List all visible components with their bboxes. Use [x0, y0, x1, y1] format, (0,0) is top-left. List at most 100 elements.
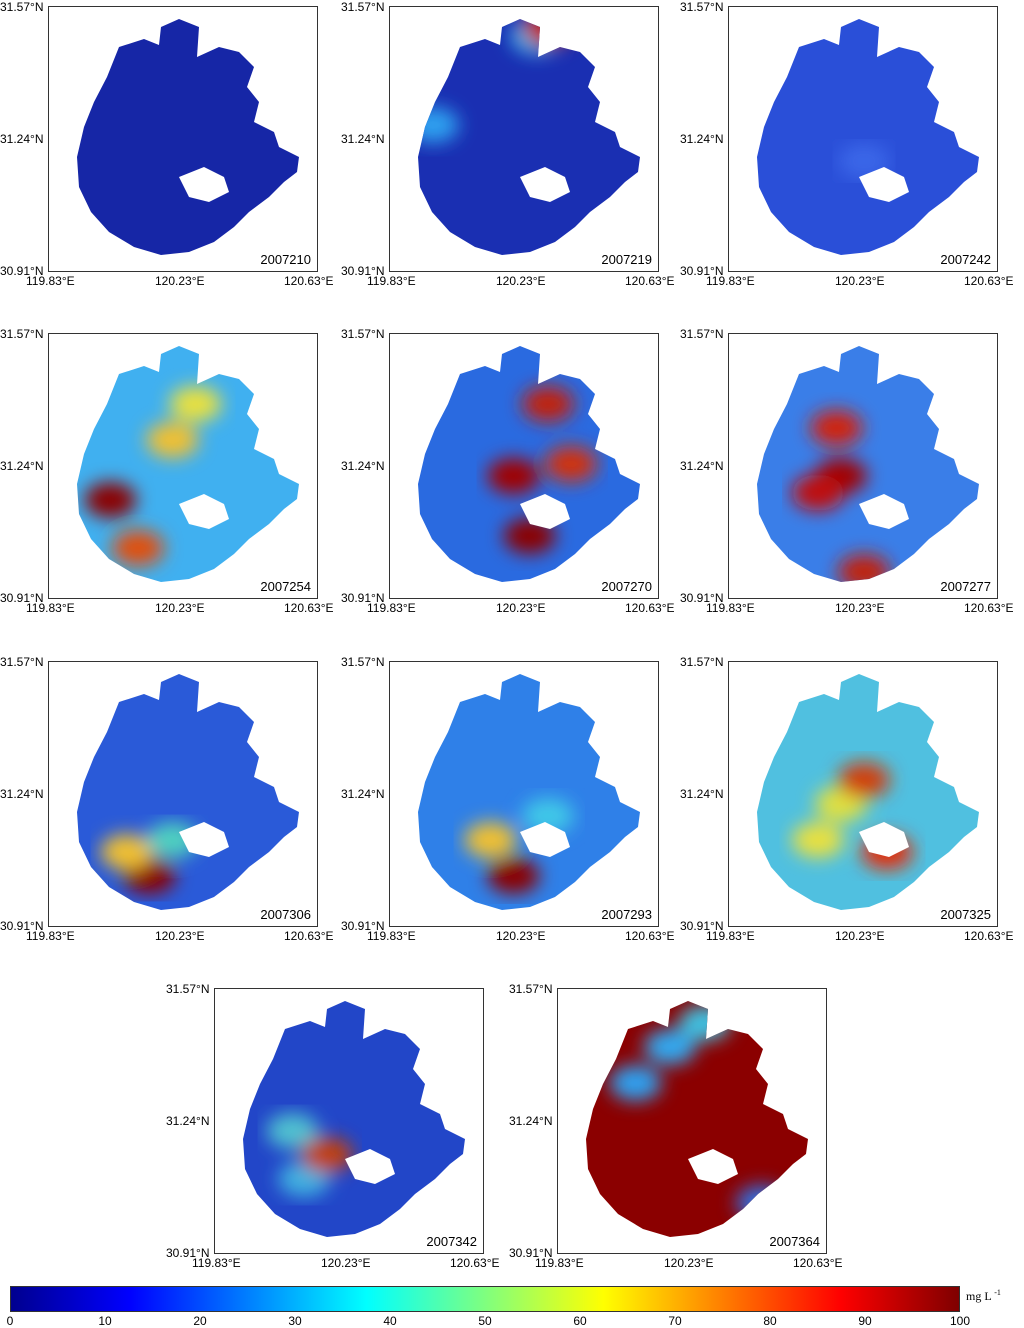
lat-label: 31.57°N [341, 327, 385, 341]
lake-base [77, 674, 299, 910]
map-panel-2007210: 2007210 [48, 6, 318, 272]
lon-label: 120.63°E [964, 601, 1014, 615]
lon-label: 120.63°E [625, 601, 675, 615]
panel-date-label: 2007293 [601, 907, 652, 922]
lat-label: 31.57°N [680, 327, 724, 341]
island [179, 822, 229, 857]
lat-label: 30.91°N [0, 591, 44, 605]
concentration-patch [301, 1137, 353, 1173]
concentration-patch [487, 858, 540, 894]
lon-label: 119.83°E [706, 274, 755, 288]
island [520, 167, 570, 202]
lat-label: 31.24°N [341, 787, 385, 801]
concentration-patch [609, 1065, 662, 1101]
lon-label: 120.63°E [964, 929, 1014, 943]
map-panel-2007325: 2007325 [728, 661, 998, 927]
map-panel-2007242: 2007242 [728, 6, 998, 272]
lon-label: 120.63°E [284, 929, 334, 943]
panel-date-label: 2007364 [769, 1234, 820, 1249]
lat-label: 30.91°N [509, 1246, 553, 1260]
lon-label: 120.23°E [664, 1256, 714, 1270]
lat-label: 31.24°N [680, 132, 724, 146]
concentration-patch [522, 386, 574, 422]
lat-label: 30.91°N [341, 919, 385, 933]
lake-base [757, 19, 979, 255]
map-panel-2007342: 2007342 [214, 988, 484, 1254]
lon-label: 120.63°E [625, 274, 675, 288]
lat-label: 30.91°N [680, 591, 724, 605]
concentration-patch [100, 834, 153, 870]
map-panel-2007293: 2007293 [389, 661, 659, 927]
lake-map [418, 19, 640, 255]
concentration-patch [678, 1005, 731, 1041]
lat-label: 31.24°N [0, 132, 44, 146]
lon-label: 120.23°E [155, 929, 205, 943]
lake-base [757, 346, 979, 582]
colorbar-tick: 50 [478, 1314, 492, 1328]
lon-label: 120.63°E [284, 601, 334, 615]
concentration-patch [792, 822, 844, 858]
colorbar [10, 1286, 960, 1312]
lat-label: 31.57°N [341, 0, 385, 14]
lat-label: 31.57°N [166, 982, 210, 996]
lat-label: 30.91°N [680, 264, 724, 278]
lake-base [77, 19, 299, 255]
colorbar-tick: 40 [383, 1314, 397, 1328]
lat-label: 30.91°N [0, 919, 44, 933]
island [179, 494, 229, 529]
lon-label: 120.23°E [835, 274, 885, 288]
island [859, 167, 909, 202]
concentration-patch [169, 386, 222, 422]
lake-base [418, 19, 640, 255]
concentration-patch [838, 762, 890, 798]
panel-date-label: 2007306 [260, 907, 311, 922]
panel-date-label: 2007270 [601, 579, 652, 594]
panel-date-label: 2007242 [940, 252, 991, 267]
lake-map [243, 1001, 465, 1237]
lake-map [418, 674, 640, 910]
map-panel-2007219: 2007219 [389, 6, 659, 272]
lon-label: 120.23°E [835, 929, 885, 943]
lake-map [77, 19, 299, 255]
lake-map [757, 346, 979, 582]
colorbar-tick: 100 [949, 1314, 971, 1328]
lon-label: 119.83°E [26, 601, 75, 615]
island [688, 1149, 738, 1184]
lake-map [586, 1001, 808, 1237]
island [345, 1149, 395, 1184]
concentration-patch [644, 1029, 696, 1065]
lon-label: 119.83°E [367, 601, 416, 615]
panel-date-label: 2007219 [601, 252, 652, 267]
lake-map [757, 674, 979, 910]
island [859, 822, 909, 857]
lon-label: 119.83°E [192, 1256, 241, 1270]
map-panel-2007364: 2007364 [557, 988, 827, 1254]
lat-label: 30.91°N [341, 264, 385, 278]
lon-label: 120.23°E [835, 601, 885, 615]
lake-map [418, 346, 640, 582]
lat-label: 30.91°N [680, 919, 724, 933]
panel-date-label: 2007254 [260, 579, 311, 594]
lake-base [586, 1001, 808, 1237]
lon-label: 120.23°E [321, 1256, 371, 1270]
lake-base [77, 346, 299, 582]
lat-label: 30.91°N [0, 264, 44, 278]
lon-label: 119.83°E [26, 274, 75, 288]
lon-label: 120.63°E [625, 929, 675, 943]
island [859, 494, 909, 529]
lat-label: 31.57°N [0, 0, 44, 14]
lake-map [77, 346, 299, 582]
colorbar-tick: 10 [98, 1314, 112, 1328]
concentration-patch [810, 410, 863, 446]
lon-label: 119.83°E [706, 929, 755, 943]
lat-label: 31.24°N [680, 459, 724, 473]
lon-label: 120.23°E [496, 601, 546, 615]
colorbar-tick: 20 [193, 1314, 207, 1328]
concentration-patch [418, 107, 459, 143]
lat-label: 30.91°N [166, 1246, 210, 1260]
map-panel-2007277: 2007277 [728, 333, 998, 599]
concentration-patch [792, 474, 844, 511]
island [520, 822, 570, 857]
concentration-patch [84, 482, 137, 518]
lat-label: 31.24°N [341, 459, 385, 473]
